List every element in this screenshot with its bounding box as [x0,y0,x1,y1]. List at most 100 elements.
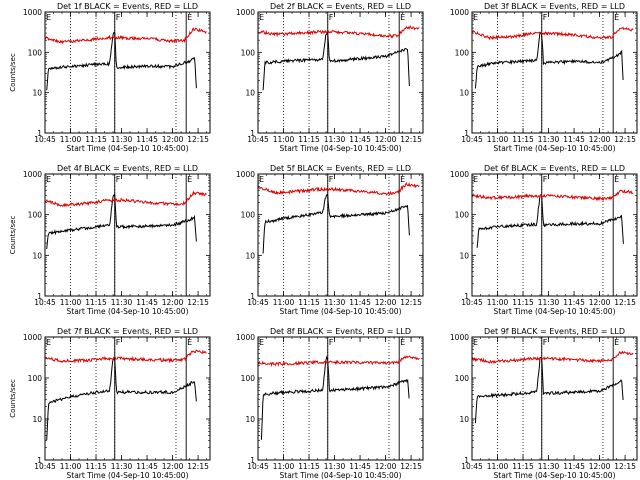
chart-4-series-1 [46,193,197,250]
chart-5-xtick-label-6: 12:15 [400,298,422,307]
chart-7-xlabel: Start Time (04-Sep-10 10:45:00) [67,471,189,480]
chart-5-frame [257,173,424,297]
chart-1-ytick-label-2: 100 [28,48,43,57]
chart-6-xtick-label-3: 11:30 [538,298,560,307]
chart-1-title: Det 1f BLACK = Events, RED = LLD [57,2,198,11]
chart-7-marker-label-2: E [187,338,192,347]
chart-3-marker-label-0: E [473,13,478,22]
chart-5-xtick-label-5: 12:00 [375,298,397,307]
chart-7-xtick-label-1: 11:00 [60,462,82,471]
chart-3-series-2 [471,26,634,41]
chart-6-series-2 [471,188,634,202]
chart-6-series-1 [476,194,624,248]
chart-9-ytick-label-1: 10 [459,415,469,424]
chart-2-xtick-label-0: 10:45 [247,135,269,144]
chart-3-title: Det 3f BLACK = Events, RED = LLD [484,2,625,11]
chart-8-xtick-label-6: 12:15 [400,462,422,471]
chart-6-marker-label-0: E [473,175,478,184]
chart-2-ytick-label-1: 10 [245,89,255,98]
chart-8-marker-label-1: F [329,338,334,347]
chart-8-marker-label-0: E [259,338,264,347]
chart-5-xtick-label-3: 11:30 [324,298,346,307]
chart-7-xtick-label-6: 12:15 [187,462,209,471]
chart-7-xtick-label-2: 11:15 [85,462,107,471]
chart-3-xtick-label-6: 12:15 [614,135,636,144]
chart-8-series-1 [260,355,410,440]
chart-2-title: Det 2f BLACK = Events, RED = LLD [270,2,411,11]
chart-4-ytick-label-0: 1 [37,292,42,301]
chart-4-marker-label-1: F [116,175,121,184]
chart-8-marker-label-2: E [400,338,405,347]
chart-8-xtick-label-0: 10:45 [247,462,269,471]
chart-3-xtick-label-0: 10:45 [461,135,483,144]
chart-4-ylabel: Counts/sec [9,216,17,255]
chart-1-xtick-label-4: 11:45 [136,135,158,144]
chart-3-xtick-label-1: 11:00 [487,135,509,144]
chart-2-xtick-label-2: 11:15 [298,135,320,144]
chart-1-series-1 [46,31,197,91]
chart-5-ytick-label-2: 100 [241,211,256,220]
chart-7-xtick-label-4: 11:45 [136,462,158,471]
chart-9-series-1 [474,356,624,424]
chart-5-marker-label-0: E [259,175,264,184]
chart-1-series-2 [44,27,207,45]
chart-9-xtick-label-5: 12:00 [589,462,611,471]
chart-9-xlabel: Start Time (04-Sep-10 10:45:00) [494,471,616,480]
chart-3-ytick-label-2: 100 [455,48,470,57]
chart-9-ytick-label-0: 1 [464,456,469,465]
chart-7-ytick-label-0: 1 [37,456,42,465]
chart-panel-5: Det 5f BLACK = Events, RED = LLD E F E 1 10 10… [236,164,424,316]
chart-3-xtick-label-4: 11:45 [563,135,585,144]
chart-2-ytick-label-0: 1 [250,129,255,138]
chart-7-ylabel: Counts/sec [9,379,17,418]
chart-2-marker-label-0: E [259,13,264,22]
chart-9-ytick-label-2: 100 [455,374,470,383]
chart-1-frame [44,11,211,134]
chart-6-ytick-label-2: 100 [455,211,470,220]
chart-7-xtick-label-0: 10:45 [34,462,56,471]
chart-panel-7: Det 7f BLACK = Events, RED = LLD E F E 1 10 10… [9,327,211,480]
chart-2-ytick-label-3: 1000 [236,8,255,17]
chart-2-series-1 [262,31,410,91]
chart-8-xtick-label-3: 11:30 [324,462,346,471]
chart-6-xtick-label-5: 12:00 [589,298,611,307]
chart-4-series-2 [44,190,207,208]
chart-5-series-1 [262,193,410,254]
chart-2-marker-label-1: F [329,13,334,22]
chart-2-xtick-label-1: 11:00 [273,135,295,144]
chart-8-xtick-label-5: 12:00 [375,462,397,471]
chart-2-xtick-label-5: 12:00 [375,135,397,144]
chart-5-series-2 [257,181,420,196]
chart-panel-1: Det 1f BLACK = Events, RED = LLD E F E 1 10 10… [9,2,211,153]
chart-6-xtick-label-0: 10:45 [461,298,483,307]
chart-6-marker-label-1: F [543,175,548,184]
chart-4-ytick-label-1: 10 [32,251,42,260]
chart-3-ytick-label-1: 10 [459,89,469,98]
chart-9-xtick-label-2: 11:15 [512,462,534,471]
chart-3-frame [471,11,638,134]
chart-8-xtick-label-2: 11:15 [298,462,320,471]
chart-9-marker-label-0: E [473,338,478,347]
chart-7-marker-label-0: E [46,338,51,347]
chart-6-title: Det 6f BLACK = Events, RED = LLD [484,164,625,173]
chart-3-xtick-label-5: 12:00 [589,135,611,144]
chart-9-xtick-label-0: 10:45 [461,462,483,471]
chart-1-xtick-label-0: 10:45 [34,135,56,144]
chart-3-ytick-label-3: 1000 [450,8,469,17]
chart-2-series-2 [257,25,420,39]
chart-1-ytick-label-0: 1 [37,129,42,138]
chart-8-ytick-label-1: 10 [245,415,255,424]
chart-1-xtick-label-3: 11:30 [111,135,133,144]
chart-1-marker-label-0: E [46,13,51,22]
chart-5-title: Det 5f BLACK = Events, RED = LLD [270,164,411,173]
chart-panel-8: Det 8f BLACK = Events, RED = LLD E F E 1 10 10… [236,327,424,480]
chart-5-ytick-label-3: 1000 [236,170,255,179]
chart-3-marker-label-2: E [614,13,619,22]
chart-6-xtick-label-6: 12:15 [614,298,636,307]
chart-6-ytick-label-0: 1 [464,292,469,301]
chart-4-xtick-label-3: 11:30 [111,298,133,307]
chart-1-ytick-label-3: 1000 [23,8,42,17]
chart-5-marker-label-2: E [400,175,405,184]
chart-4-marker-label-2: E [187,175,192,184]
